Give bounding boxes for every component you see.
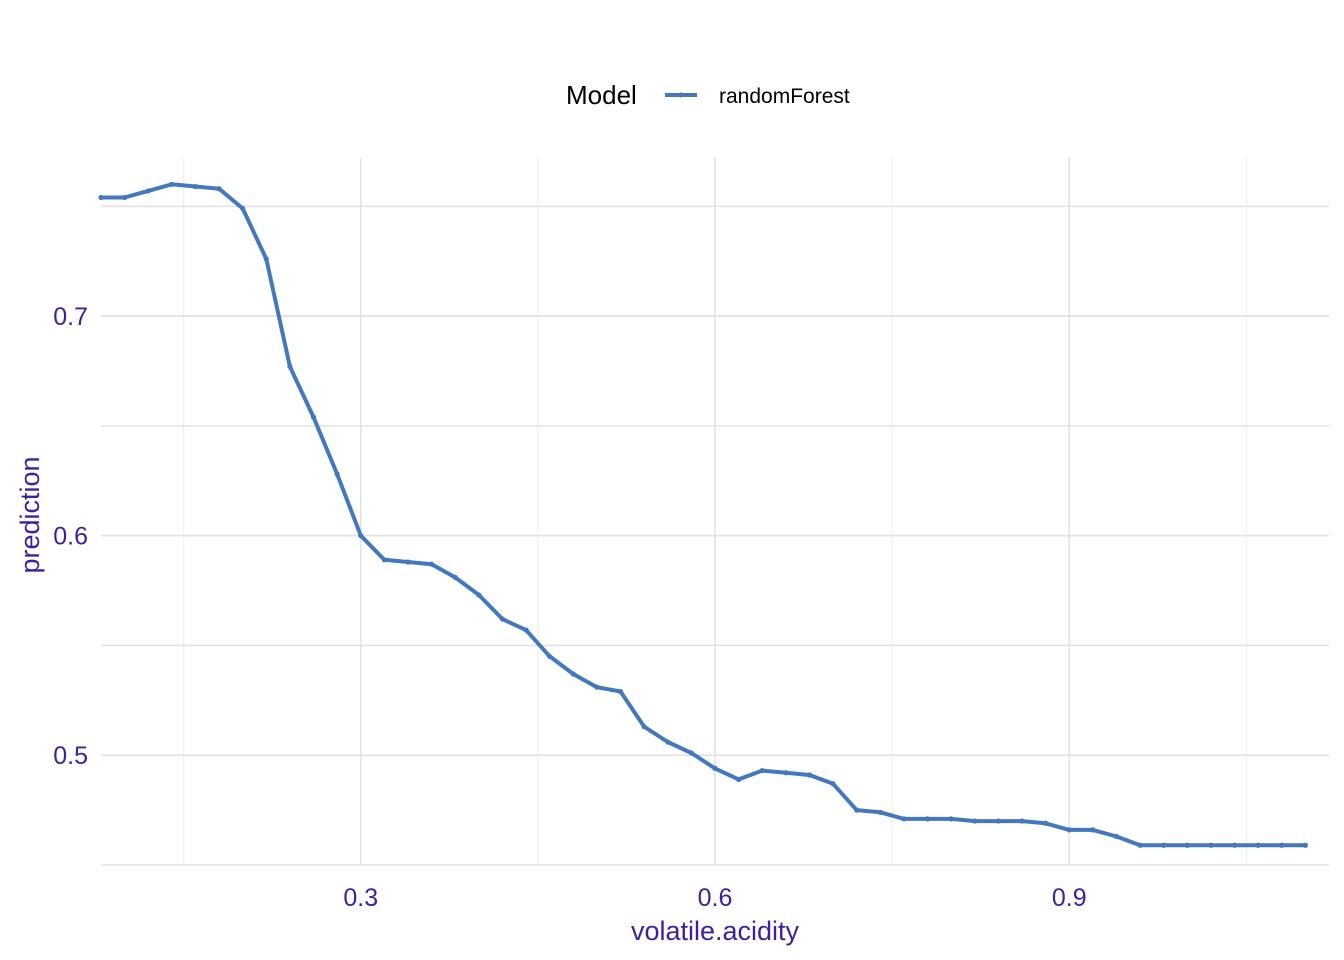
- y-tick-label: 0.5: [53, 742, 88, 770]
- data-point: [877, 809, 883, 815]
- data-point: [216, 186, 222, 192]
- data-point: [287, 363, 293, 370]
- y-axis-title: prediction: [15, 456, 45, 573]
- data-point: [617, 688, 624, 695]
- data-point: [688, 750, 694, 756]
- data-point: [476, 592, 482, 598]
- series-layer: [98, 181, 1308, 848]
- data-point: [1137, 842, 1143, 848]
- x-tick-label: 0.6: [698, 884, 733, 912]
- data-point: [405, 559, 411, 565]
- data-point: [806, 772, 813, 778]
- data-point: [192, 183, 199, 190]
- data-point: [759, 767, 765, 774]
- data-point: [263, 256, 269, 262]
- data-point: [358, 533, 364, 539]
- data-point: [570, 671, 576, 677]
- data-point: [1161, 842, 1167, 848]
- data-point: [924, 816, 931, 822]
- data-point: [334, 471, 340, 477]
- data-point: [98, 194, 104, 201]
- data-point: [1113, 833, 1120, 840]
- data-point: [594, 684, 600, 690]
- data-point: [1043, 820, 1049, 826]
- data-point: [995, 818, 1001, 824]
- y-tick-label: 0.6: [53, 523, 88, 551]
- data-point: [854, 807, 860, 813]
- data-point: [1208, 842, 1214, 848]
- data-point: [452, 574, 458, 580]
- data-point: [310, 414, 317, 420]
- data-point: [1255, 842, 1261, 848]
- data-point: [736, 776, 742, 782]
- series-line-randomforest: [99, 182, 1308, 848]
- major-gridlines: [101, 158, 1329, 865]
- data-point: [1279, 842, 1285, 848]
- data-point: [948, 816, 954, 822]
- x-axis-title: volatile.acidity: [631, 916, 800, 946]
- x-tick-label: 0.3: [343, 884, 378, 912]
- data-point: [240, 205, 246, 212]
- data-point: [783, 770, 789, 776]
- x-tick-label: 0.9: [1052, 884, 1087, 912]
- data-point: [641, 724, 647, 730]
- data-point: [499, 616, 506, 622]
- legend: Model randomForest: [566, 80, 850, 110]
- data-point: [547, 653, 553, 660]
- data-point: [169, 181, 175, 187]
- data-point: [972, 818, 978, 824]
- data-point: [145, 188, 151, 194]
- data-point: [523, 627, 529, 633]
- data-point: [1184, 842, 1190, 848]
- legend-title: Model: [566, 80, 637, 110]
- data-point: [712, 765, 718, 771]
- data-point: [1019, 818, 1025, 824]
- data-point: [429, 561, 435, 567]
- data-point: [830, 781, 836, 787]
- x-axis-tick-labels: 0.3 0.6 0.9: [343, 884, 1086, 912]
- data-point: [122, 194, 128, 201]
- data-point: [1302, 842, 1308, 848]
- data-point: [381, 557, 387, 563]
- y-axis-tick-labels: 0.5 0.6 0.7: [53, 303, 88, 770]
- data-point: [1066, 827, 1072, 833]
- y-tick-label: 0.7: [53, 303, 88, 331]
- data-point: [665, 739, 671, 745]
- data-point: [901, 816, 907, 822]
- legend-label-randomforest: randomForest: [719, 85, 850, 108]
- data-point: [1090, 827, 1096, 833]
- data-point: [1231, 842, 1238, 848]
- legend-key-point: [678, 92, 684, 98]
